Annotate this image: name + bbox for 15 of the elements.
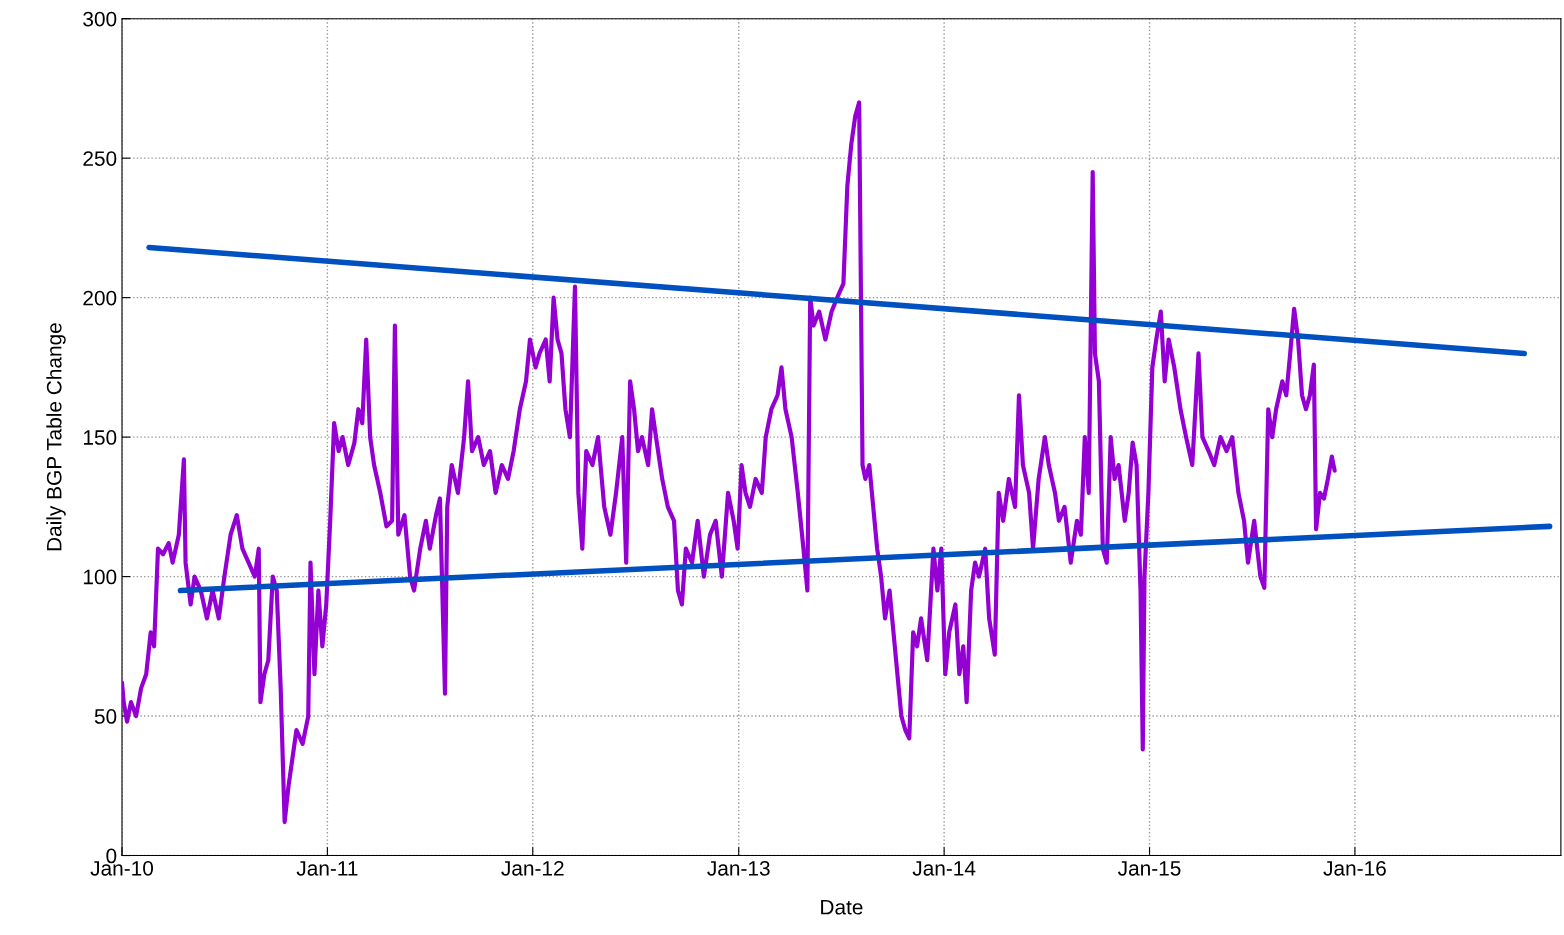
line-series <box>121 100 1337 825</box>
x-tick-label: Jan-11 <box>296 861 358 876</box>
y-axis-title: Daily BGP Table Change <box>46 323 66 551</box>
x-tick-label: Jan-15 <box>1118 861 1181 876</box>
y-tick-label: 250 <box>83 151 117 166</box>
x-tick-label: Jan-14 <box>912 861 976 876</box>
y-tick-label: 200 <box>83 290 117 306</box>
x-tick-label: Jan-16 <box>1323 860 1386 876</box>
x-tick-label: Jan-13 <box>707 860 770 876</box>
x-tick-label: Jan-12 <box>501 860 564 876</box>
y-tick-label: 150 <box>83 430 117 445</box>
x-axis-title: Date <box>821 900 863 915</box>
y-tick-label: 100 <box>83 569 117 585</box>
y-tick-label: 50 <box>94 709 117 724</box>
y-tick-label: 300 <box>83 11 117 27</box>
